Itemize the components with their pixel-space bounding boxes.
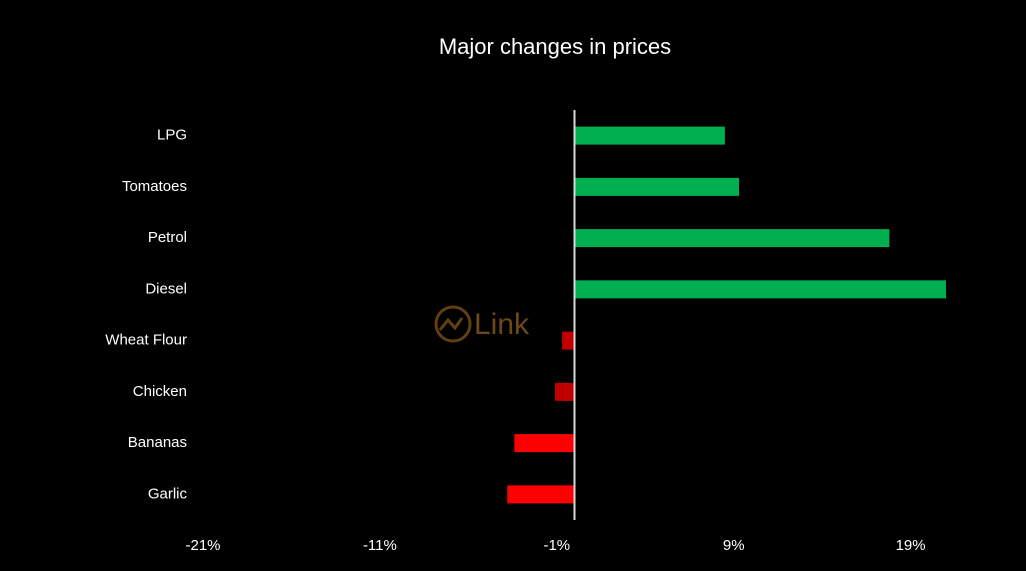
bar [574,126,725,145]
bar [507,485,575,504]
x-tick-label: -11% [363,537,397,554]
watermark-mark [438,317,464,331]
y-tick-label: Chicken [133,383,187,400]
x-tick-label: 9% [723,537,745,554]
y-tick-label: Garlic [148,485,188,502]
x-tick-label: 19% [896,537,926,554]
bar [514,434,575,453]
bar [574,280,946,299]
y-tick-label: Tomatoes [122,178,187,195]
watermark: Link [474,308,530,341]
y-tick-label: Bananas [128,434,187,451]
watermark-logo [434,305,472,343]
y-tick-label: Petrol [148,229,187,246]
y-tick-label: Wheat Flour [105,332,187,349]
bar [555,382,575,401]
x-tick-label: -21% [185,537,220,554]
watermark-circle [434,305,472,343]
y-tick-label: Diesel [145,280,187,297]
chart-title: Major changes in prices [439,34,671,59]
bar [574,229,890,248]
x-tick-label: -1% [543,537,570,554]
bar [562,331,575,350]
y-tick-label: LPG [157,127,187,144]
bar [574,177,740,196]
